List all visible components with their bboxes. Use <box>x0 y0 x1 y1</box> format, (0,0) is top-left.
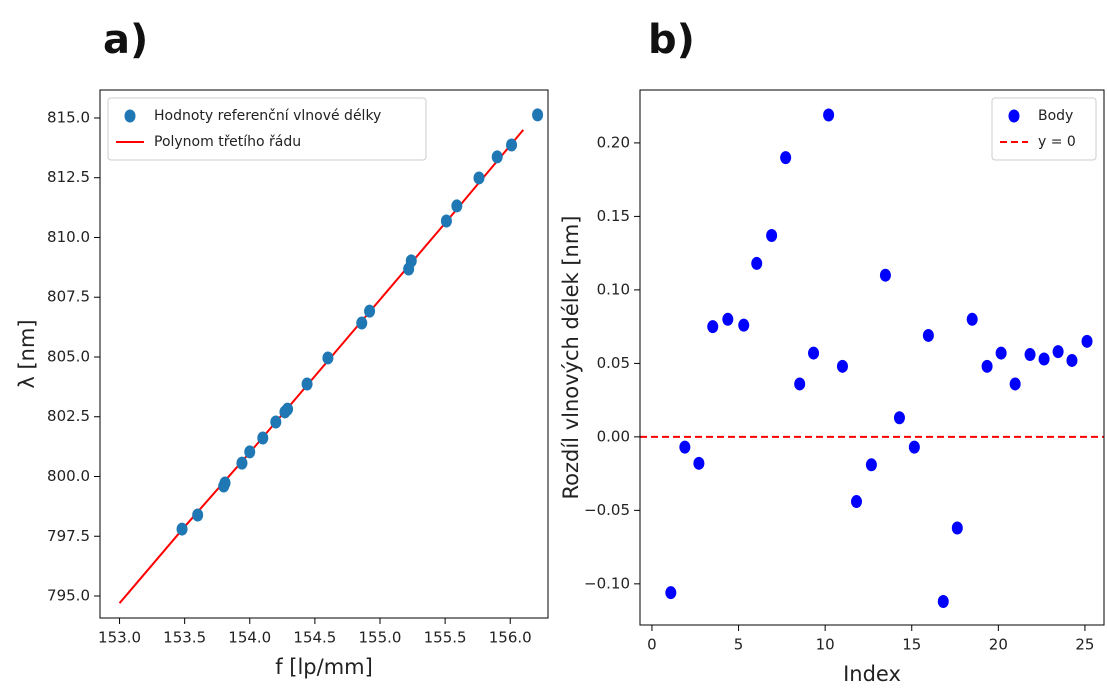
x-tick-label: 5 <box>734 636 744 654</box>
x-axis-label: f [lp/mm] <box>275 655 373 679</box>
point <box>808 346 820 360</box>
panel-title: b) <box>648 17 695 63</box>
point <box>836 359 848 373</box>
y-tick-label: 805.0 <box>47 347 90 365</box>
x-tick-label: 155.5 <box>424 629 467 647</box>
x-tick-label: 20 <box>989 636 1008 654</box>
point <box>219 476 231 490</box>
point <box>244 445 256 459</box>
y-tick-label: 0.05 <box>597 354 630 372</box>
point <box>1024 348 1036 362</box>
y-tick-label: 797.5 <box>47 527 90 545</box>
axes-frame <box>639 89 1105 626</box>
x-tick-label: 153.0 <box>98 629 141 647</box>
point <box>865 458 877 472</box>
panel-title: a) <box>103 17 148 63</box>
legend-label: Polynom třetího řádu <box>154 134 301 150</box>
point <box>823 108 835 122</box>
point <box>693 456 705 470</box>
point <box>176 522 188 536</box>
point <box>1052 345 1064 359</box>
y-axis-label: Rozdíl vlnových délek [nm] <box>559 216 583 500</box>
y-tick-label: 810.0 <box>47 228 90 246</box>
point <box>270 415 282 429</box>
legend-label: y = 0 <box>1038 134 1076 150</box>
point <box>966 312 978 326</box>
point <box>751 256 763 270</box>
y-tick-label: 0.15 <box>597 207 630 225</box>
point <box>532 108 544 122</box>
point <box>766 229 778 243</box>
y-axis-label: λ [nm] <box>15 319 39 388</box>
y-tick-label: 812.5 <box>47 168 90 186</box>
point <box>405 254 417 268</box>
x-tick-label: 0 <box>647 636 657 654</box>
point <box>922 328 934 342</box>
x-tick-label: 155.0 <box>359 629 402 647</box>
legend-box <box>107 97 427 161</box>
point <box>707 320 719 334</box>
plot-area <box>640 108 1104 608</box>
x-tick-label: 25 <box>1075 636 1094 654</box>
x-tick-label: 156.0 <box>489 629 532 647</box>
y-tick-label: 802.5 <box>47 407 90 425</box>
point <box>951 521 963 535</box>
point <box>738 318 750 332</box>
x-tick-label: 154.0 <box>228 629 271 647</box>
legend: Hodnoty referenční vlnové délky Polynom t… <box>107 97 427 161</box>
point <box>356 316 368 330</box>
point <box>192 508 204 522</box>
point <box>301 377 313 391</box>
legend-label: Hodnoty referenční vlnové délky <box>154 108 381 124</box>
point <box>981 359 993 373</box>
legend-marker <box>124 109 136 123</box>
axes-frame <box>99 89 549 619</box>
point <box>679 440 691 454</box>
x-tick-label: 154.5 <box>293 629 336 647</box>
point <box>322 351 334 365</box>
y-tick-label: 0.00 <box>597 427 630 445</box>
y-tick-label: −0.10 <box>584 574 630 592</box>
y-tick-label: 807.5 <box>47 288 90 306</box>
x-tick-label: 15 <box>902 636 921 654</box>
legend-label: Body <box>1038 108 1073 124</box>
legend-marker <box>1008 109 1020 123</box>
point <box>1038 352 1050 366</box>
point <box>1066 353 1078 367</box>
plot-area <box>118 108 544 604</box>
point <box>506 138 518 152</box>
point <box>665 586 677 600</box>
point <box>440 214 452 228</box>
point <box>780 151 792 165</box>
point <box>850 495 862 509</box>
point <box>364 304 376 318</box>
point <box>879 268 891 282</box>
x-tick-label: 153.5 <box>163 629 206 647</box>
y-tick-label: 800.0 <box>47 467 90 485</box>
point <box>491 150 503 164</box>
y-tick-label: −0.05 <box>584 501 630 519</box>
y-tick-label: 0.10 <box>597 280 630 298</box>
y-tick-label: 815.0 <box>47 108 90 126</box>
point <box>1081 334 1093 348</box>
point <box>282 402 294 416</box>
point <box>893 411 905 425</box>
point <box>257 431 269 445</box>
point <box>995 346 1007 360</box>
point <box>451 199 463 213</box>
point <box>473 171 485 185</box>
y-tick-label: 0.20 <box>597 133 630 151</box>
x-axis-label: Index <box>843 662 901 686</box>
point <box>236 456 248 470</box>
point <box>722 312 734 326</box>
x-tick-label: 10 <box>816 636 835 654</box>
legend: Body y = 0 <box>991 97 1097 161</box>
point <box>1009 377 1021 391</box>
point <box>937 594 949 608</box>
y-tick-label: 795.0 <box>47 587 90 605</box>
point <box>908 440 920 454</box>
point <box>794 377 806 391</box>
